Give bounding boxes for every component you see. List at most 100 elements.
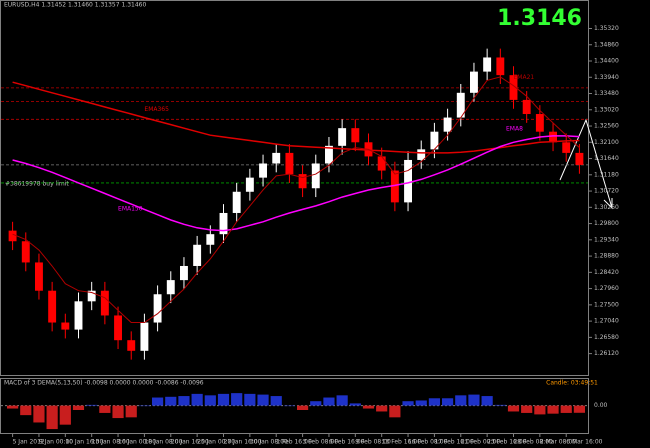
candle-body	[8, 230, 17, 242]
candle-body	[48, 290, 57, 323]
x-tick-label: 5 Jan 2012	[13, 439, 45, 446]
macd-bar	[547, 405, 559, 414]
x-tick-label: 1 Feb 16:00	[276, 439, 312, 446]
y-tick-label: 1.28420	[594, 269, 619, 276]
candle-body	[127, 340, 136, 351]
macd-bar	[191, 393, 203, 406]
macd-bar	[376, 405, 388, 412]
macd-bar	[33, 405, 45, 423]
y-tick-label: 1.33480	[594, 90, 619, 97]
macd-bar	[125, 405, 137, 418]
y-tick-label: 1.27040	[594, 318, 619, 325]
candle-body	[206, 234, 215, 245]
order-label: #38619978 buy limit	[5, 181, 69, 188]
macd-bar	[99, 405, 111, 413]
candle-body	[483, 57, 492, 72]
y-tick-label: 1.29800	[594, 220, 619, 227]
candle-body	[193, 244, 202, 266]
x-tick-label: 27 Jan 16:00	[224, 439, 262, 446]
y-tick-label: 1.29340	[594, 236, 619, 243]
candle-body	[522, 99, 531, 115]
candle-body	[404, 159, 412, 203]
candle-body	[272, 152, 281, 164]
y-tick-label: 0.00	[594, 402, 608, 409]
ema-line	[12, 76, 580, 323]
candle-body	[338, 128, 347, 146]
candle-body	[219, 212, 228, 235]
y-tick-label: 1.26580	[594, 334, 619, 341]
x-tick-label: 9 Jan 00:00	[39, 439, 73, 446]
macd-bar	[402, 401, 414, 406]
y-tick-label: 1.33940	[594, 74, 619, 81]
macd-bar	[231, 393, 243, 406]
y-tick-label: 1.30720	[594, 188, 619, 195]
price-frame	[0, 0, 589, 376]
macd-bar	[86, 404, 98, 406]
candle-body	[443, 117, 452, 132]
candle-body	[298, 174, 307, 189]
x-tick-label: 28 Feb 08:00	[514, 439, 554, 446]
macd-bar	[455, 395, 467, 406]
y-tick-label: 1.31640	[594, 155, 619, 162]
candle-body	[575, 152, 584, 165]
macd-bar	[112, 405, 124, 419]
macd-bar	[362, 405, 375, 409]
macd-bar	[59, 405, 71, 425]
candle-body	[100, 290, 109, 316]
macd-bar	[534, 405, 546, 415]
macd-bar	[349, 403, 361, 406]
x-tick-label: 6 Feb 16:00	[329, 439, 365, 446]
macd-bar	[46, 405, 58, 430]
candle-body	[430, 131, 439, 150]
candle-body	[153, 294, 162, 323]
macd-bar	[428, 398, 440, 406]
ema-label: EMA8	[506, 126, 523, 133]
macd-bar	[217, 393, 230, 406]
y-tick-label: 1.26120	[594, 350, 619, 357]
macd-title: MACD of 3 DEMA(5,13,50) -0.0098 0.0000 0…	[4, 380, 204, 387]
macd-bar	[297, 405, 309, 410]
macd-bar	[481, 396, 493, 406]
y-tick-label: 1.34400	[594, 58, 619, 65]
macd-bar	[138, 405, 150, 407]
candle-body	[114, 315, 122, 341]
x-tick-label: 25 Jan 00:00	[197, 439, 235, 446]
current-price: 1.3146	[497, 6, 582, 31]
macd-bar	[244, 393, 256, 406]
candle-body	[456, 92, 465, 118]
y-tick-label: 1.32560	[594, 123, 619, 130]
x-tick-label: 21 Feb 00:00	[461, 439, 501, 446]
candle-body	[180, 265, 188, 281]
candle-body	[496, 57, 505, 76]
y-tick-label: 1.32100	[594, 139, 619, 146]
candle-body	[140, 322, 149, 351]
x-tick-label: 16 Feb 08:00	[408, 439, 448, 446]
macd-bar	[72, 405, 85, 410]
candle-body	[509, 75, 518, 100]
x-tick-label: 9 Feb 08:00	[355, 439, 391, 446]
macd-bar	[165, 396, 177, 406]
ema-line	[12, 81, 580, 154]
macd-bar	[389, 405, 401, 418]
macd-bar	[283, 405, 295, 407]
macd-bar	[257, 394, 269, 406]
macd-bar	[336, 395, 348, 406]
candle-body	[61, 322, 70, 330]
candle-body	[166, 280, 175, 295]
candle-body	[35, 262, 43, 291]
candle-body	[549, 131, 557, 143]
macd-bar	[152, 397, 164, 406]
candle-body	[285, 152, 294, 175]
x-tick-label: 30 Jan 08:00	[250, 439, 288, 446]
x-tick-label: 17 Feb 16:00	[434, 439, 474, 446]
candle-body	[311, 163, 320, 189]
candle-body	[21, 241, 30, 263]
y-tick-label: 1.31180	[594, 171, 619, 178]
macd-bar	[178, 396, 190, 406]
x-tick-label: 10 Jan 16:00	[65, 439, 103, 446]
macd-bar	[20, 405, 32, 416]
macd-bar	[323, 397, 335, 406]
ema-line	[12, 135, 580, 232]
y-tick-label: 1.27500	[594, 301, 619, 308]
